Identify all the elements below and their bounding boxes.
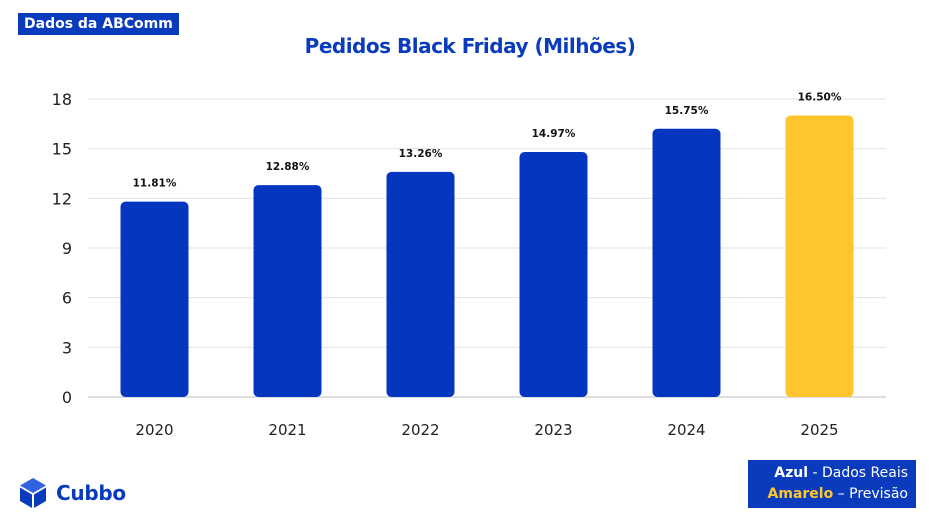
legend-key-real: Azul xyxy=(774,465,809,481)
y-tick-label: 15 xyxy=(52,140,72,159)
x-tick-label: 2022 xyxy=(401,421,439,439)
data-label: 15.75% xyxy=(665,105,709,117)
legend-key-forecast: Amarelo xyxy=(767,486,834,502)
x-tick-label: 2020 xyxy=(135,421,173,439)
legend-text-real: Dados Reais xyxy=(821,465,908,481)
source-badge: Dados da ABComm xyxy=(18,13,179,35)
y-tick-label: 6 xyxy=(62,289,72,308)
bar xyxy=(386,171,455,397)
y-tick-label: 0 xyxy=(62,388,72,407)
legend-sep-forecast: – xyxy=(833,486,850,502)
legend-text-forecast: Previsão xyxy=(849,486,908,502)
data-label: 12.88% xyxy=(266,161,310,173)
legend: Azul - Dados Reais Amarelo – Previsão xyxy=(748,460,916,508)
x-tick-label: 2025 xyxy=(800,421,838,439)
x-tick-label: 2023 xyxy=(534,421,572,439)
legend-row-forecast: Amarelo – Previsão xyxy=(748,484,916,505)
data-label: 14.97% xyxy=(532,128,576,140)
bar-chart: 0 3 6 9 12 15 18 11.81% 2020 12.88% 2021 13.26% 2022… xyxy=(52,90,886,439)
bar xyxy=(519,151,588,397)
legend-row-real: Azul - Dados Reais xyxy=(748,463,916,484)
legend-sep-real: - xyxy=(808,465,822,481)
bar xyxy=(120,201,189,397)
cube-icon xyxy=(20,478,46,508)
data-label: 11.81% xyxy=(133,178,177,190)
y-tick-label: 9 xyxy=(62,239,72,258)
x-tick-label: 2024 xyxy=(667,421,705,439)
bar xyxy=(652,128,721,398)
y-tick-label: 12 xyxy=(52,189,72,208)
bar xyxy=(253,185,322,397)
data-label: 13.26% xyxy=(399,148,443,160)
brand-logo: Cubbo xyxy=(18,476,126,510)
y-tick-label: 3 xyxy=(62,338,72,357)
data-label: 16.50% xyxy=(798,92,842,104)
x-tick-label: 2021 xyxy=(268,421,306,439)
y-tick-label: 18 xyxy=(52,90,72,109)
chart-title: Pedidos Black Friday (Milhões) xyxy=(304,34,636,58)
brand-name: Cubbo xyxy=(56,481,126,505)
bar xyxy=(785,115,854,398)
